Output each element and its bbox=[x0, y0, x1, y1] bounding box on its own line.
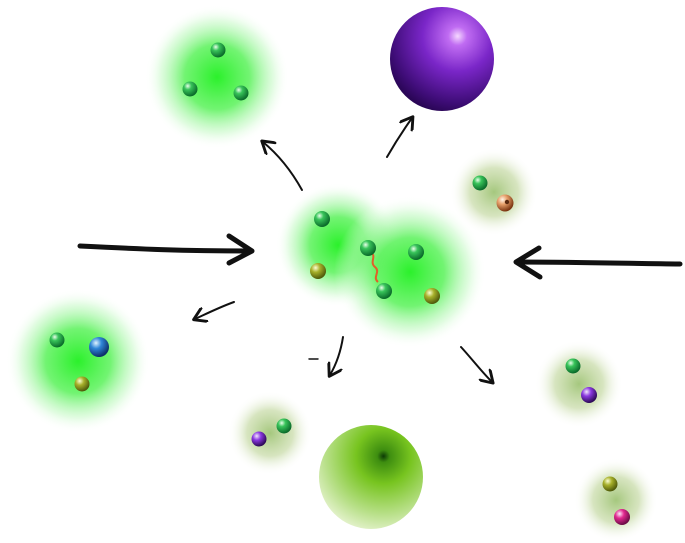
quark-olive bbox=[310, 263, 326, 279]
arrow-to-upper-left-baryon bbox=[263, 142, 303, 191]
quark-olive bbox=[424, 288, 440, 304]
purple-sphere bbox=[390, 7, 494, 111]
quark-orange-core bbox=[504, 199, 510, 205]
quark-green bbox=[210, 42, 226, 58]
incoming-arrow-right bbox=[513, 245, 683, 280]
meson-right-middle bbox=[535, 340, 623, 428]
baryon-upper-left bbox=[145, 5, 289, 149]
arrow-to-purple-sphere bbox=[386, 118, 412, 158]
quark-blue bbox=[89, 337, 109, 357]
quark-magenta bbox=[614, 509, 630, 525]
outgoing-arrows bbox=[195, 118, 492, 382]
quark-purple bbox=[251, 431, 267, 447]
quark-green bbox=[565, 358, 581, 374]
quark-green bbox=[472, 175, 488, 191]
meson-right-upper bbox=[450, 148, 538, 236]
meson-bottom-right bbox=[574, 458, 658, 542]
baryon-left bbox=[6, 289, 150, 433]
quark-green bbox=[314, 211, 330, 227]
quark-olive bbox=[74, 376, 90, 392]
quark-green bbox=[408, 244, 424, 260]
quark-orange bbox=[496, 194, 514, 212]
arrow-down bbox=[330, 336, 344, 375]
green-sphere bbox=[319, 425, 423, 529]
quark-green bbox=[49, 332, 65, 348]
incoming-arrow-left bbox=[77, 233, 255, 266]
quark-green bbox=[233, 85, 249, 101]
arrow-down-right bbox=[460, 346, 492, 382]
quark-olive bbox=[602, 476, 618, 492]
gluon-string bbox=[370, 251, 379, 283]
quark-green bbox=[360, 240, 376, 256]
quark-green bbox=[182, 81, 198, 97]
arrow-to-left-baryon bbox=[195, 301, 235, 319]
quark-green bbox=[276, 418, 292, 434]
quark-green bbox=[376, 283, 392, 299]
quark-purple bbox=[581, 387, 597, 403]
collision-cloud-right bbox=[334, 196, 486, 348]
meson-bottom-left bbox=[228, 391, 312, 475]
collision-region bbox=[276, 183, 486, 348]
